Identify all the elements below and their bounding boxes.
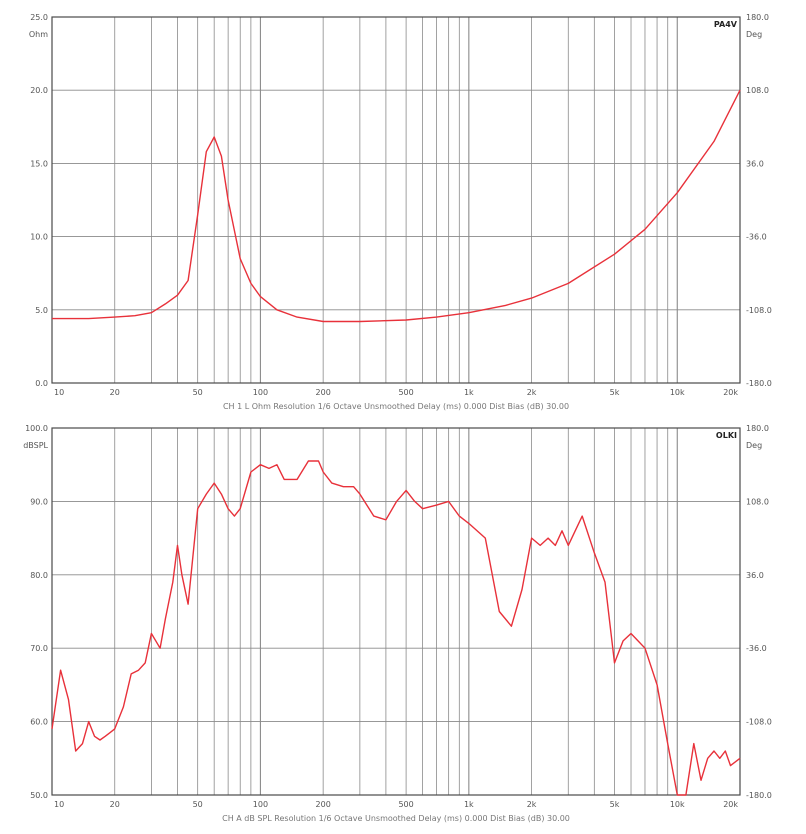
y-tick-label: 80.0 — [30, 571, 48, 580]
right-tick-label: 36.0 — [746, 159, 764, 168]
x-tick-label: 500 — [398, 388, 413, 397]
x-tick-label: 100 — [253, 800, 268, 809]
x-tick-label: 1k — [464, 800, 474, 809]
x-tick-label: 1k — [464, 388, 474, 397]
grid-lines — [52, 428, 740, 795]
y-tick-label: 10.0 — [30, 233, 48, 242]
right-tick-label: 36.0 — [746, 571, 764, 580]
x-tick-label: 2k — [527, 388, 537, 397]
x-tick-label: 100 — [253, 388, 268, 397]
right-tick-label: -180.0 — [746, 791, 772, 800]
x-tick-label: 10 — [54, 388, 64, 397]
left-unit-label: dBSPL — [23, 441, 48, 450]
right-tick-label: -36.0 — [746, 233, 767, 242]
right-tick-label: 180.0 — [746, 13, 769, 22]
y-tick-label: 50.0 — [30, 791, 48, 800]
y-tick-label: 25.0 — [30, 13, 48, 22]
grid-lines — [52, 17, 740, 383]
left-unit-label: Ohm — [29, 30, 48, 39]
y-tick-label: 5.0 — [35, 306, 48, 315]
plot-frame — [51, 16, 741, 384]
chart-caption: CH 1 L Ohm Resolution 1/6 Octave Unsmoot… — [223, 402, 569, 411]
right-tick-label: -108.0 — [746, 718, 772, 727]
x-tick-label: 50 — [193, 800, 203, 809]
y-tick-label: 70.0 — [30, 644, 48, 653]
right-unit-label: Deg — [746, 441, 762, 450]
x-tick-label: 500 — [398, 800, 413, 809]
y-tick-label: 100.0 — [25, 424, 48, 433]
x-tick-label: 50 — [193, 388, 203, 397]
chart-tag: PA4V — [714, 20, 738, 29]
x-tick-label: 2k — [527, 800, 537, 809]
chart-caption: CH A dB SPL Resolution 1/6 Octave Unsmoo… — [222, 814, 570, 823]
x-tick-label: 10 — [54, 800, 64, 809]
right-tick-label: -36.0 — [746, 644, 767, 653]
right-tick-label: 108.0 — [746, 497, 769, 506]
right-tick-label: -180.0 — [746, 379, 772, 388]
impedance-chart: 0.0 5.0 10.0 15.0 20.0 25.0 -180.0 -108.0 -36.0 3… — [29, 13, 772, 411]
y-tick-label: 90.0 — [30, 497, 48, 506]
y-tick-label: 60.0 — [30, 718, 48, 727]
right-tick-label: 108.0 — [746, 86, 769, 95]
x-tick-label: 20 — [110, 800, 120, 809]
plot-area — [52, 428, 740, 795]
series-line — [51, 460, 741, 796]
right-tick-label: -108.0 — [746, 306, 772, 315]
x-tick-label: 20 — [110, 388, 120, 397]
x-tick-label: 5k — [610, 800, 620, 809]
x-tick-label: 200 — [316, 388, 331, 397]
spl-chart: 50.0 60.0 70.0 80.0 90.0 100.0 -180.0 -108.0 -36… — [23, 424, 772, 823]
y-tick-label: 20.0 — [30, 86, 48, 95]
y-tick-label: 0.0 — [35, 379, 48, 388]
x-tick-label: 20k — [723, 800, 738, 809]
series-line — [52, 89, 741, 323]
right-tick-label: 180.0 — [746, 424, 769, 433]
x-tick-label: 20k — [723, 388, 738, 397]
x-tick-label: 10k — [670, 388, 685, 397]
y-tick-label: 15.0 — [30, 159, 48, 168]
x-tick-label: 5k — [610, 388, 620, 397]
right-unit-label: Deg — [746, 30, 762, 39]
plot-area — [52, 17, 740, 383]
plot-frame — [51, 427, 741, 796]
chart-tag: OLKI — [716, 431, 737, 440]
x-tick-label: 10k — [670, 800, 685, 809]
x-tick-label: 200 — [316, 800, 331, 809]
